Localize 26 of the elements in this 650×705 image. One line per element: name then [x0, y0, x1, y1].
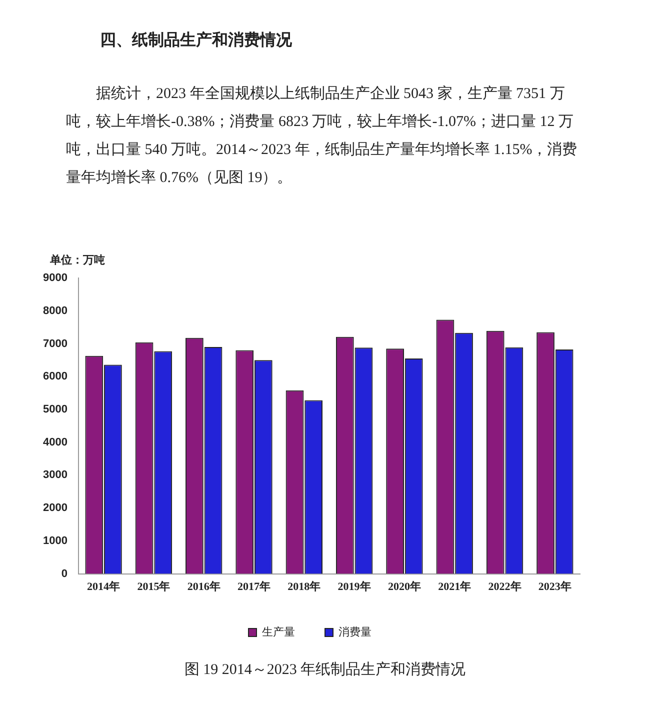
x-tick-label: 2023年	[538, 580, 572, 594]
text: 据统计，2023 年全国规模以上纸制品生产企业 5043 家，生产量 7351 万吨，较上年增长-0.38%；消费量 6823 万吨，较上年增长-1.07%；进口量 12 万吨，出口量 540 万吨。2014～2023 年，纸制品生产量年均增长率 1.15%，消费量年均增长率 0.76%（见图 19）。	[66, 84, 578, 188]
legend-label: 生产量	[262, 625, 295, 638]
x-tick-label: 2020年	[388, 580, 421, 594]
x-tick-label: 2019年	[338, 580, 371, 594]
x-tick-label: 2021年	[438, 580, 472, 594]
y-tick-label: 1000	[42, 534, 68, 547]
text: 图 19 2014～2023 年纸制品生产和消费情况	[183, 660, 467, 679]
y-tick-label: 4000	[42, 436, 68, 448]
x-tick-label: 2016年	[187, 580, 220, 594]
y-axis-title: 单位：万吨	[49, 253, 105, 266]
text: 四、纸制品生产和消费情况	[100, 30, 292, 51]
y-tick-label: 7000	[42, 338, 68, 350]
y-tick-label: 8000	[42, 304, 68, 317]
legend-label: 消费量	[338, 625, 372, 638]
x-tick-label: 2022年	[488, 580, 522, 594]
x-tick-label: 2018年	[288, 580, 321, 594]
y-tick-label: 5000	[42, 404, 68, 416]
x-tick-label: 2015年	[137, 580, 170, 594]
x-tick-label: 2017年	[238, 580, 271, 594]
y-tick-label: 6000	[42, 370, 68, 383]
y-tick-label: 3000	[42, 469, 68, 482]
y-tick-label: 2000	[42, 502, 68, 514]
y-tick-label: 9000	[42, 272, 68, 284]
x-tick-label: 2014年	[87, 580, 120, 594]
y-tick-label: 0	[61, 568, 68, 580]
